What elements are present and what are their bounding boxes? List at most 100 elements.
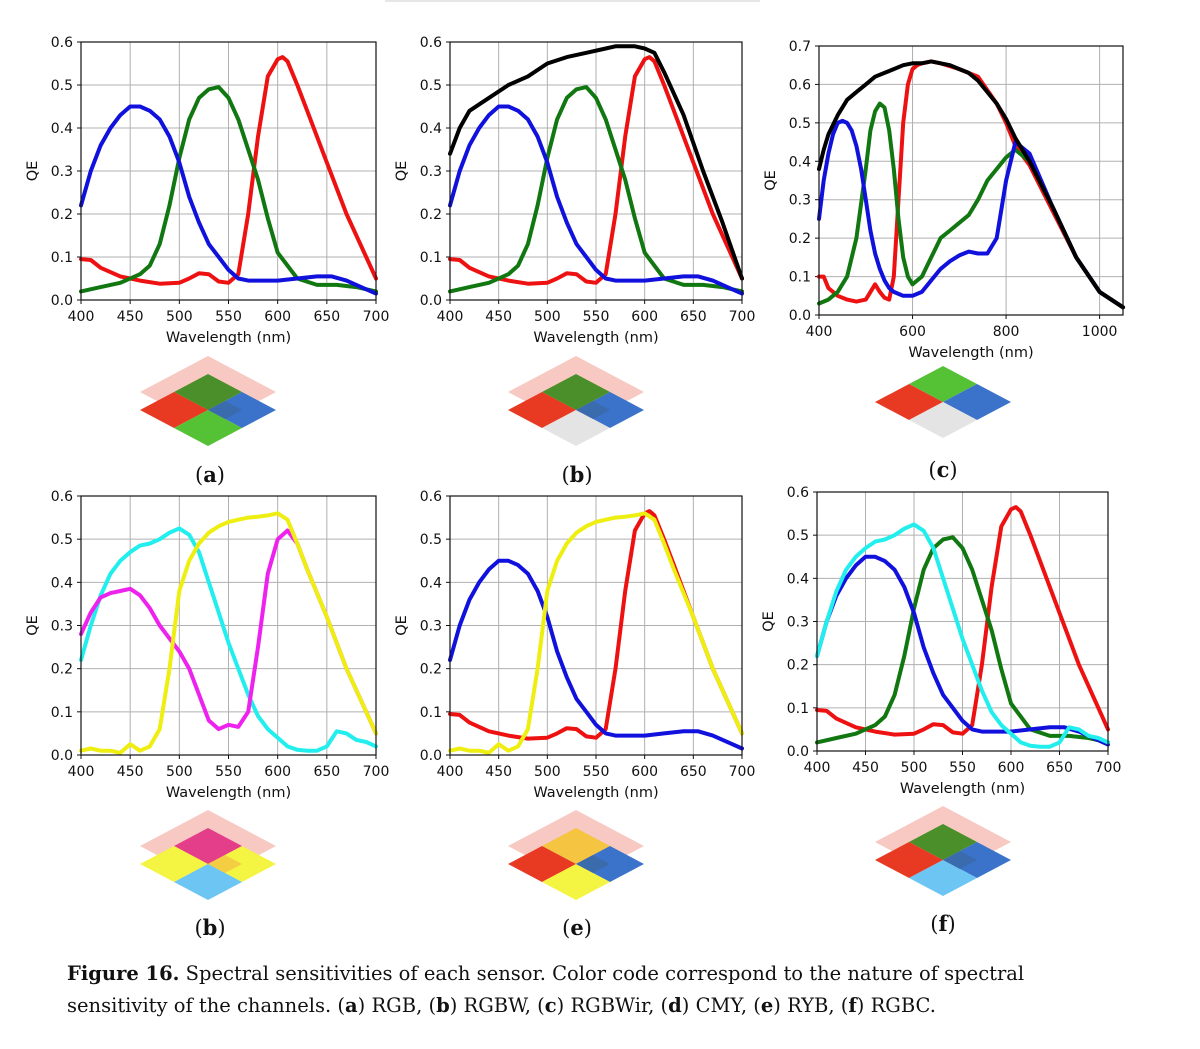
x-tick-label: 650 [680,764,707,780]
x-tick-label: 700 [363,309,390,325]
y-tick-label: 0.4 [420,575,442,591]
x-tick-label: 600 [631,764,658,780]
y-tick-label: 0.3 [420,619,442,635]
y-tick-label: 0.6 [51,489,73,505]
y-tick-label: 0.5 [51,78,73,94]
y-tick-label: 0.2 [420,662,442,678]
y-tick-label: 0.2 [51,662,73,678]
panel-label-c: (c) [928,457,958,482]
y-tick-label: 0.1 [51,250,73,266]
panel-label-b: (b) [561,462,593,487]
x-tick-label: 400 [68,764,95,780]
y-tick-label: 0.5 [420,532,442,548]
y-tick-label: 0.1 [420,705,442,721]
x-tick-label: 400 [806,324,833,340]
series-line-white [448,44,744,281]
x-tick-label: 450 [117,309,144,325]
chart-f: 400 450 500 550 600 650 700 0.0 0.1 0.2 0.3 0.4 0.5 0… [761,485,1122,797]
x-tick-label: 700 [1095,760,1122,776]
y-tick-label: 0.1 [51,705,73,721]
caption-text-c: ) RGBWir, ( [556,994,669,1017]
panel-label-f: (f) [930,911,956,936]
mosaic-bottom-cell [909,402,977,438]
plot-frame [816,491,1109,752]
x-tick-label: 600 [899,324,926,340]
x-tick-label: 400 [437,309,464,325]
x-tick-label: 500 [166,764,193,780]
chart-d: 400 450 500 550 600 650 700 0.0 0.1 0.2 0.3 0.4 0.5 0… [25,489,389,801]
y-tick-label: 0.5 [420,78,442,94]
series-line-red [448,55,744,286]
y-tick-label: 0.4 [51,121,73,137]
filter-mosaic-a [140,356,276,446]
y-axis-label: QE [761,611,777,632]
mosaic-overlap-cell [576,401,610,419]
panel-d: 400 450 500 550 600 650 700 0.0 0.1 0.2 0.3 0.4 0.5 0… [0,0,400,960]
y-tick-label: 0.6 [787,485,809,501]
x-tick-label: 600 [998,760,1025,776]
plot-frame [449,41,743,301]
y-tick-label: 0.0 [789,308,811,324]
panel-e: 400 450 500 550 600 650 700 0.0 0.1 0.2 0.3 0.4 0.5 0… [394,489,756,940]
caption-text-b: ) RGBW, ( [449,994,545,1017]
y-tick-label: 0.7 [789,39,811,55]
series-line-green [79,85,378,294]
y-tick-label: 0.0 [51,748,73,764]
x-axis-label: Wavelength (nm) [533,330,658,346]
plot-frame [80,495,377,756]
y-axis-label: QE [25,161,41,182]
x-tick-label: 550 [215,309,242,325]
x-tick-label: 650 [313,309,340,325]
x-tick-label: 400 [437,764,464,780]
x-tick-label: 550 [583,309,610,325]
plot-frame [818,45,1124,316]
series-line-green [815,535,1110,745]
y-tick-label: 0.4 [420,121,442,137]
x-tick-label: 450 [852,760,879,776]
x-tick-label: 550 [215,764,242,780]
x-tick-label: 400 [68,309,95,325]
plot-frame [449,495,743,756]
mosaic-overlap-cell [208,855,242,873]
series-line-red [817,59,1125,310]
y-tick-label: 0.6 [51,35,73,51]
series-line-cyan [815,522,1110,749]
caption-label: Figure 16. [67,962,180,985]
y-axis-label: QE [25,615,41,636]
y-tick-label: 0.5 [787,528,809,544]
y-tick-label: 0.2 [787,658,809,674]
caption-ref-c: c [544,994,557,1017]
panel-label-e: (e) [562,915,592,940]
x-tick-label: 500 [166,309,193,325]
x-tick-label: 700 [729,764,756,780]
mosaic-overlap-cell [576,855,610,873]
series-line-blue [817,118,1125,310]
y-tick-label: 0.1 [420,250,442,266]
y-axis-label: QE [763,170,779,191]
y-tick-label: 0.4 [51,575,73,591]
series-line-blue [79,104,378,296]
plot-frame [80,41,377,301]
caption-text: Spectral sensitivities of each sensor. C… [67,962,1025,1017]
x-tick-label: 600 [631,309,658,325]
panel-label-d: (b) [194,915,226,940]
x-axis-label: Wavelength (nm) [900,781,1025,797]
x-tick-label: 1000 [1082,324,1118,340]
x-tick-label: 400 [804,760,831,776]
y-tick-label: 0.4 [787,571,809,587]
figure-caption: Figure 16. Spectral sensitivities of eac… [67,958,1107,1022]
panel-label-a: (a) [194,462,225,487]
x-tick-label: 500 [534,309,561,325]
chart-e: 400 450 500 550 600 650 700 0.0 0.1 0.2 0.3 0.4 0.5 0… [394,489,756,801]
y-tick-label: 0.2 [51,207,73,223]
y-tick-label: 0.3 [420,164,442,180]
x-tick-label: 600 [264,764,291,780]
x-tick-label: 450 [485,309,512,325]
caption-ref-a: a [345,994,358,1017]
y-tick-label: 0.0 [420,748,442,764]
y-tick-label: 0.1 [789,270,811,286]
caption-ref-e: e [760,994,774,1017]
x-tick-label: 500 [901,760,928,776]
caption-text-f: ) RGBC. [856,994,936,1017]
x-axis-label: Wavelength (nm) [908,345,1033,361]
